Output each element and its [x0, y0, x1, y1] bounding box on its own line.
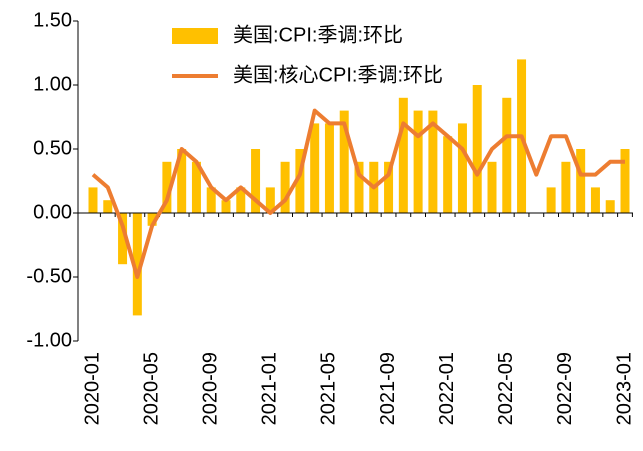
bar: [590, 187, 600, 213]
bar: [251, 149, 261, 213]
x-tick-label: 2021-05: [318, 352, 340, 425]
bar: [206, 187, 216, 213]
x-tick-label: 2021-01: [259, 352, 281, 425]
bar: [88, 187, 98, 213]
y-tick-label: 0.00: [33, 201, 72, 223]
bar: [118, 213, 128, 265]
x-tick-label: 2023-01: [613, 352, 635, 425]
bar: [413, 110, 423, 213]
x-tick-label: 2020-05: [140, 352, 162, 425]
bar: [472, 85, 482, 213]
legend-label: 美国:CPI:季调:环比: [233, 23, 403, 46]
legend-label: 美国:核心CPI:季调:环比: [233, 63, 443, 86]
x-tick-label: 2022-01: [436, 352, 458, 425]
bar: [339, 110, 349, 213]
bar: [295, 149, 305, 213]
bar: [324, 123, 334, 213]
y-tick-label: -0.50: [26, 265, 72, 287]
bar: [384, 161, 394, 213]
x-tick-label: 2022-09: [554, 352, 576, 425]
x-tick-label: 2022-05: [495, 352, 517, 425]
bar: [132, 213, 142, 316]
bar: [177, 149, 187, 213]
bar: [605, 200, 615, 213]
bar: [191, 161, 201, 213]
bar: [620, 149, 630, 213]
bar: [265, 187, 275, 213]
bar: [103, 200, 113, 213]
line: [91, 108, 625, 279]
bar: [546, 187, 556, 213]
bar: [221, 200, 231, 213]
y-tick-label: 1.00: [33, 73, 72, 95]
bar: [487, 161, 497, 213]
bar: [354, 161, 364, 213]
y-tick-label: -1.00: [26, 329, 72, 351]
bar: [502, 97, 512, 213]
y-tick-label: 1.50: [33, 9, 72, 31]
bar: [310, 123, 320, 213]
bar: [162, 161, 172, 213]
bar: [443, 136, 453, 213]
bar: [280, 161, 290, 213]
bar: [428, 110, 438, 213]
y-tick-label: 0.50: [33, 137, 72, 159]
bar: [398, 97, 408, 213]
bar: [561, 161, 571, 213]
x-tick-label: 2020-09: [200, 352, 222, 425]
bar: [457, 123, 467, 213]
bar: [147, 213, 157, 226]
bar: [236, 187, 246, 213]
x-tick-label: 2021-09: [377, 352, 399, 425]
x-tick-label: 2020-01: [81, 352, 103, 425]
bar: [576, 149, 586, 213]
legend-swatch: [172, 28, 218, 44]
